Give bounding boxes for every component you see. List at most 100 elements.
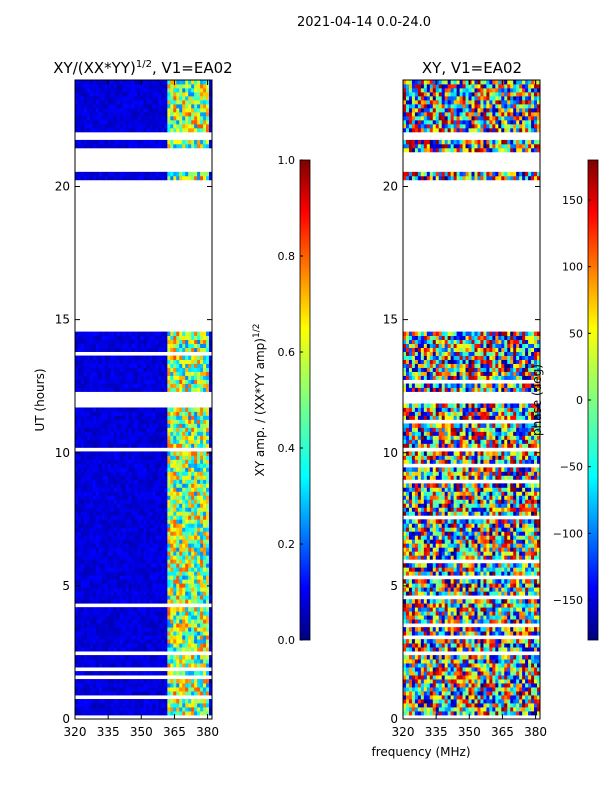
heatmap-cell [83,355,88,360]
heatmap-cell [95,80,100,85]
heatmap-cell [197,567,201,572]
heatmap-cell [194,463,198,468]
heatmap-cell [143,459,147,464]
heatmap-cell [110,80,115,85]
heatmap-cell [95,335,100,340]
heatmap-cell [131,495,135,500]
heatmap-cell [98,419,103,424]
heatmap-cell [104,539,109,544]
heatmap-cell [101,423,106,428]
heatmap-cell [206,459,210,464]
heatmap-cell [152,679,156,684]
heatmap-cell [140,111,144,117]
heatmap-cell [137,575,141,580]
heatmap-cell [89,639,94,644]
heatmap-cell [489,703,493,708]
heatmap-cell [137,367,141,372]
heatmap-cell [119,591,124,596]
heatmap-cell [128,455,132,460]
heatmap-cell [92,591,97,596]
heatmap-cell [86,699,91,704]
heatmap-cell [77,427,82,432]
heatmap-cell [429,695,434,700]
heatmap-cell [86,111,91,117]
heatmap-cell [101,331,106,336]
heatmap-cell [110,599,115,604]
heatmap-cell [80,607,85,612]
heatmap-cell [113,591,118,596]
heatmap-cell [104,451,109,456]
heatmap-cell [116,671,121,676]
heatmap-cell [122,111,127,117]
heatmap-cell [116,435,121,440]
heatmap-cell [89,331,94,336]
heatmap-cell [152,643,156,648]
heatmap-cell [125,555,130,560]
heatmap-cell [206,111,210,117]
heatmap-cell [140,383,144,388]
heatmap-cell [164,599,168,604]
heatmap-cell [194,647,198,652]
heatmap-cell [146,539,150,544]
heatmap-cell [77,579,82,584]
heatmap-cell [134,551,138,556]
heatmap-cell [140,595,144,600]
heatmap-cell [119,711,124,716]
heatmap-cell [110,115,115,121]
heatmap-cell [110,535,115,540]
heatmap-cell [143,347,147,352]
heatmap-cell [83,615,88,620]
heatmap-cell [104,591,109,596]
heatmap-cell [155,583,159,588]
heatmap-cell [143,123,147,129]
heatmap-cell [158,547,162,552]
heatmap-cell [95,607,100,612]
heatmap-cell [480,711,484,716]
heatmap-cell [197,607,201,612]
heatmap-cell [137,543,141,548]
heatmap-cell [206,355,210,360]
heatmap-cell [200,515,204,520]
heatmap-cell [182,659,186,664]
heatmap-cell [116,383,121,388]
heatmap-cell [179,495,183,500]
heatmap-cell [501,707,505,712]
heatmap-cell [468,695,472,700]
heatmap-cell [203,531,207,536]
heatmap-cell [125,607,130,612]
heatmap-cell [426,699,431,704]
heatmap-cell [122,635,127,640]
heatmap-cell [188,571,192,576]
heatmap-cell [152,507,156,512]
heatmap-cell [209,631,213,636]
heatmap-cell [197,487,201,492]
heatmap-cell [200,499,204,504]
heatmap-cell [173,575,177,580]
heatmap-cell [188,435,192,440]
heatmap-cell [191,80,195,85]
heatmap-cell [197,635,201,640]
heatmap-cell [107,435,112,440]
heatmap-cell [122,583,127,588]
heatmap-cell [128,563,132,568]
heatmap-cell [122,435,127,440]
heatmap-cell [176,139,180,145]
heatmap-cell [89,683,94,688]
heatmap-cell [149,91,153,97]
heatmap-cell [522,691,526,696]
heatmap-cell [104,679,109,684]
heatmap-cell [167,347,171,352]
heatmap-cell [206,539,210,544]
heatmap-cell [95,339,100,344]
heatmap-cell [170,511,174,516]
heatmap-cell [203,387,207,392]
heatmap-cell [101,647,106,652]
heatmap-cell [185,95,189,101]
heatmap-cell [158,503,162,508]
heatmap-cell [206,455,210,460]
heatmap-cell [161,535,165,540]
heatmap-cell [206,531,210,536]
heatmap-cell [83,679,88,684]
heatmap-cell [209,707,213,712]
heatmap-cell [110,555,115,560]
